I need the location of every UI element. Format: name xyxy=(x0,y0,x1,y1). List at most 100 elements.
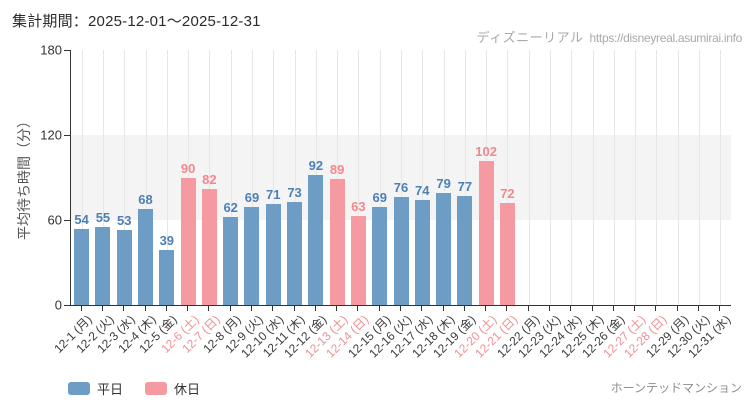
vertical-gridline xyxy=(528,50,530,305)
x-axis-tick xyxy=(442,306,444,311)
vertical-gridline xyxy=(550,50,552,305)
x-axis-tick xyxy=(549,306,551,311)
wait-time-bar[interactable] xyxy=(499,203,515,305)
x-axis-tick xyxy=(612,306,614,311)
x-axis-tick xyxy=(506,306,508,311)
legend-swatch-holiday xyxy=(145,382,168,395)
x-axis-tick xyxy=(570,306,572,311)
bar-value-label: 69 xyxy=(372,190,387,206)
bar-value-label: 90 xyxy=(180,160,196,176)
vertical-gridline xyxy=(635,50,637,305)
y-axis-tick-label: 60 xyxy=(47,212,62,228)
wait-time-bar[interactable] xyxy=(116,229,132,305)
x-axis-tick xyxy=(314,306,316,311)
vertical-gridline xyxy=(379,50,381,305)
wait-time-bar[interactable] xyxy=(414,200,430,305)
x-axis-tick xyxy=(80,306,82,311)
legend-item-weekday[interactable]: 平日 xyxy=(68,379,123,398)
bar-value-label: 53 xyxy=(116,212,132,228)
bar-value-label: 54 xyxy=(74,211,89,227)
vertical-gridline xyxy=(124,50,126,305)
wait-time-bar[interactable] xyxy=(159,249,175,305)
wait-time-bar[interactable] xyxy=(95,227,111,305)
y-axis-tick xyxy=(64,305,70,306)
y-axis-tick xyxy=(64,135,70,136)
bar-value-label: 82 xyxy=(202,171,217,187)
vertical-gridline xyxy=(294,50,296,305)
x-axis-tick xyxy=(698,306,700,311)
bar-value-label: 92 xyxy=(308,157,324,173)
y-axis-tick xyxy=(64,220,70,221)
legend-label-weekday: 平日 xyxy=(97,382,124,397)
bar-value-label: 62 xyxy=(223,200,238,216)
vertical-gridline xyxy=(81,50,83,305)
bar-value-label: 72 xyxy=(500,186,515,201)
site-url: https://disneyreal.asumirai.info xyxy=(589,31,743,45)
vertical-gridline xyxy=(422,50,424,305)
legend-label-holiday: 休日 xyxy=(174,382,201,397)
wait-time-bar[interactable] xyxy=(223,217,239,305)
wait-time-bar[interactable] xyxy=(244,207,260,305)
bar-value-label: 55 xyxy=(95,210,111,226)
vertical-gridline xyxy=(571,50,573,305)
wait-time-bar[interactable] xyxy=(201,188,217,305)
vertical-gridline xyxy=(443,50,445,305)
x-axis-tick xyxy=(591,306,593,311)
wait-time-bar[interactable] xyxy=(457,195,473,305)
x-axis-tick xyxy=(293,306,295,311)
bar-value-label: 71 xyxy=(266,187,281,203)
wait-time-bar[interactable] xyxy=(138,208,154,305)
vertical-gridline xyxy=(358,50,360,305)
attraction-name-label: ホーンテッドマンション xyxy=(610,381,742,395)
x-axis-tick xyxy=(676,306,678,311)
wait-time-bar[interactable] xyxy=(265,204,281,305)
vertical-gridline xyxy=(102,50,104,305)
x-axis-tick xyxy=(527,306,529,311)
wait-time-bar[interactable] xyxy=(393,197,409,305)
vertical-gridline xyxy=(656,50,658,305)
wait-time-bar[interactable] xyxy=(308,174,324,305)
vertical-gridline xyxy=(699,50,701,305)
bar-value-label: 102 xyxy=(475,143,498,159)
x-axis-tick xyxy=(187,306,189,311)
x-axis-tick xyxy=(719,306,721,311)
wait-time-bar[interactable] xyxy=(74,228,90,305)
x-axis-tick xyxy=(463,306,465,311)
vertical-gridline xyxy=(507,50,509,305)
vertical-gridline xyxy=(209,50,211,305)
bar-value-label: 68 xyxy=(138,191,153,207)
x-axis-tick xyxy=(250,306,252,311)
vertical-gridline xyxy=(720,50,722,305)
vertical-gridline xyxy=(613,50,615,305)
vertical-gridline xyxy=(251,50,253,305)
bar-value-label: 89 xyxy=(329,161,345,177)
y-axis-tick-label: 180 xyxy=(40,42,62,58)
bar-value-label: 73 xyxy=(287,184,302,200)
bar-value-label: 77 xyxy=(457,178,473,194)
wait-time-bar[interactable] xyxy=(287,201,303,305)
wait-time-bar[interactable] xyxy=(329,178,345,305)
wait-time-bar[interactable] xyxy=(350,215,366,305)
vertical-gridline xyxy=(230,50,232,305)
legend-item-holiday[interactable]: 休日 xyxy=(145,379,200,398)
vertical-gridline xyxy=(166,50,168,305)
x-axis-tick xyxy=(357,306,359,311)
wait-time-bar[interactable] xyxy=(436,193,452,305)
x-axis-tick xyxy=(144,306,146,311)
y-axis-tick-label: 120 xyxy=(40,127,62,143)
x-axis-tick xyxy=(400,306,401,311)
chart-plot-area: 54 55 53 68 39 90 82 62 69 71 73 92 89 63 69 76 74 79 77 10… xyxy=(70,50,731,306)
bar-value-label: 79 xyxy=(436,176,451,192)
x-axis-tick xyxy=(655,306,657,311)
bar-value-label: 74 xyxy=(415,183,430,199)
chart-legend: 平日 休日 xyxy=(68,379,200,398)
vertical-gridline xyxy=(337,50,339,305)
wait-time-bar[interactable] xyxy=(372,207,388,305)
wait-time-bar[interactable] xyxy=(180,177,196,305)
x-axis-tick xyxy=(101,306,103,311)
x-axis-tick xyxy=(123,306,125,311)
wait-time-bar[interactable] xyxy=(478,160,494,305)
legend-swatch-weekday xyxy=(68,382,90,395)
vertical-gridline xyxy=(273,50,275,305)
x-axis-tick xyxy=(485,306,487,311)
